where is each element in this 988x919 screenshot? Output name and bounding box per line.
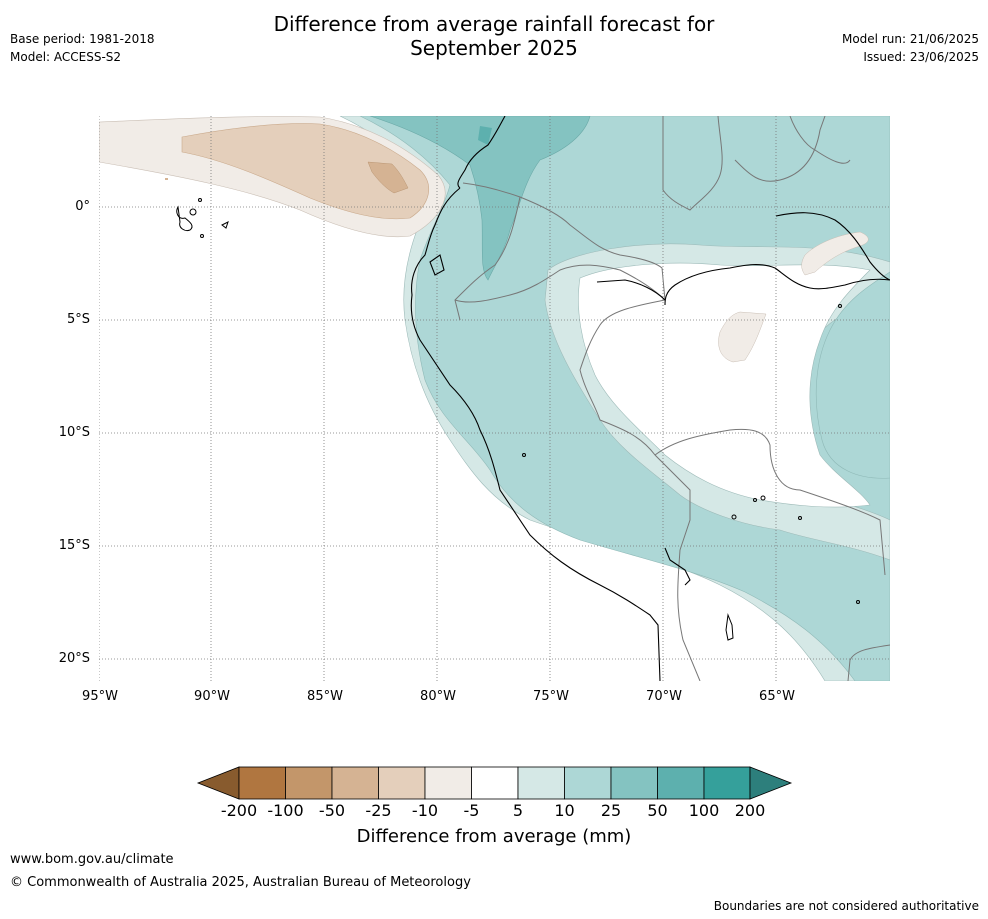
colorbar xyxy=(196,766,793,800)
colorbar-tick: 200 xyxy=(734,801,766,820)
colorbar-label: Difference from average (mm) xyxy=(356,826,632,847)
base-period: Base period: 1981-2018 xyxy=(10,32,155,46)
page-title: Difference from average rainfall forecas… xyxy=(0,12,988,60)
colorbar-tick: -200 xyxy=(220,801,258,820)
colorbar-tick: 50 xyxy=(647,801,668,820)
title-line-1: Difference from average rainfall forecas… xyxy=(273,12,715,36)
dry-band-25-50 xyxy=(367,161,409,194)
east-lobe-10-25 xyxy=(815,271,890,479)
graticule xyxy=(99,116,890,681)
lat-label-0: 0° xyxy=(75,199,90,214)
lat-label-15s: 15°S xyxy=(58,538,90,553)
lat-label-5s: 5°S xyxy=(66,312,90,327)
lon-label-95w: 95°W xyxy=(82,689,118,704)
lon-label-85w: 85°W xyxy=(307,689,343,704)
coastlines xyxy=(410,116,890,681)
colorbar-extend-high xyxy=(749,766,793,800)
footer-disclaimer: Boundaries are not considered authoritat… xyxy=(713,899,979,913)
title-line-2: September 2025 xyxy=(410,36,578,60)
lat-label-10s: 10°S xyxy=(58,425,90,440)
colorbar-tick: -100 xyxy=(267,801,304,820)
colorbar-bin-6 xyxy=(471,766,519,800)
islands xyxy=(176,198,860,641)
footer-url: www.bom.gov.au/climate xyxy=(10,852,174,867)
colorbar-bin-8 xyxy=(564,766,612,800)
meta-right: Model run: 21/06/2025 Issued: 23/06/2025 xyxy=(842,30,979,66)
lon-label-65w: 65°W xyxy=(759,689,795,704)
dry-patch-1 xyxy=(718,311,767,363)
colorbar-tick: 25 xyxy=(600,801,622,820)
lon-label-90w: 90°W xyxy=(194,689,230,704)
lon-label-80w: 80°W xyxy=(420,689,456,704)
peak-50-100 xyxy=(478,126,492,145)
meta-left: Base period: 1981-2018 Model: ACCESS-S2 xyxy=(10,30,155,66)
wet-band-25-50 xyxy=(369,116,591,281)
colorbar-bin-5 xyxy=(424,766,472,800)
colorbar-tick: -50 xyxy=(318,801,346,820)
colorbar-tick: 5 xyxy=(512,801,524,820)
colorbar-bin-7 xyxy=(517,766,565,800)
issued-date: Issued: 23/06/2025 xyxy=(863,50,979,64)
colorbar-tick: -25 xyxy=(365,801,392,820)
lon-label-75w: 75°W xyxy=(533,689,569,704)
colorbar-tick: -5 xyxy=(463,801,480,820)
colorbar-bin-1 xyxy=(238,766,286,800)
colorbar-bin-10 xyxy=(657,766,705,800)
map-area xyxy=(99,116,890,681)
model-run: Model run: 21/06/2025 xyxy=(841,32,979,46)
colorbar-tick: 100 xyxy=(688,801,720,820)
footer-copyright: © Commonwealth of Australia 2025, Austra… xyxy=(10,875,471,890)
amazon-core-dry xyxy=(578,262,871,508)
colorbar-bin-3 xyxy=(331,766,379,800)
colorbar-tick: -10 xyxy=(411,801,439,820)
colorbar-extend-low xyxy=(196,766,240,800)
dry-band-10-25 xyxy=(181,123,429,220)
model-name: Model: ACCESS-S2 xyxy=(10,50,122,64)
colorbar-tick: 10 xyxy=(554,801,575,820)
colorbar-bin-2 xyxy=(285,766,333,800)
lat-label-20s: 20°S xyxy=(58,651,90,666)
colorbar-bin-4 xyxy=(378,766,426,800)
country-borders xyxy=(454,116,890,681)
lon-label-70w: 70°W xyxy=(646,689,682,704)
colorbar-bin-11 xyxy=(703,766,751,800)
dry-speck xyxy=(165,178,168,180)
colorbar-bin-9 xyxy=(610,766,658,800)
